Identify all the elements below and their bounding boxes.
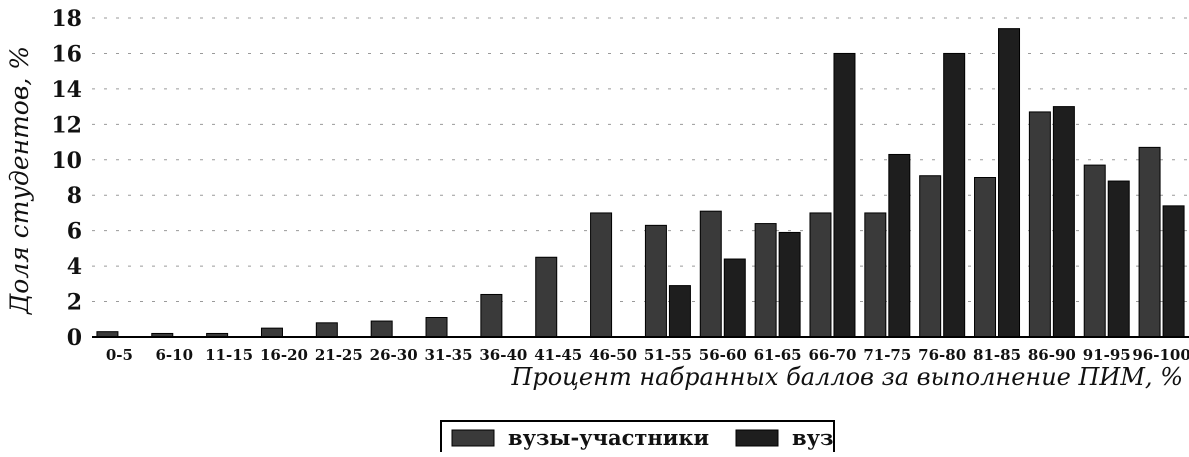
y-tick-label: 0 [67, 325, 82, 351]
x-tick-label: 6-10 [156, 346, 194, 364]
bar-participants [809, 212, 832, 338]
bar-participants [1083, 164, 1106, 338]
bar-university [888, 153, 911, 338]
bar-university [833, 52, 856, 338]
x-tick-label: 71-75 [863, 346, 911, 364]
x-tick-label: 96-100 [1132, 346, 1189, 364]
bar-participants [535, 256, 558, 338]
x-tick-label: 11-15 [205, 346, 253, 364]
bar-university [668, 285, 691, 338]
x-tick-label: 66-70 [808, 346, 856, 364]
x-tick-label: 51-55 [644, 346, 692, 364]
y-tick-label: 2 [67, 290, 82, 316]
x-tick-label: 86-90 [1028, 346, 1076, 364]
x-tick-label: 36-40 [479, 346, 527, 364]
y-axis-label: Доля студентов, % [5, 46, 34, 315]
y-tick-label: 14 [51, 77, 82, 103]
y-tick-label: 4 [67, 254, 82, 280]
bar-participants [644, 224, 667, 338]
x-tick-label: 41-45 [534, 346, 582, 364]
x-tick-label: 46-50 [589, 346, 637, 364]
legend-label-university: вуз [792, 425, 833, 450]
bar-participants [370, 320, 393, 338]
bar-university [1162, 205, 1185, 338]
x-tick-label: 91-95 [1083, 346, 1131, 364]
y-tick-labels: 0 2 4 6 8 10 12 14 16 18 [51, 6, 82, 351]
bar-university [778, 231, 801, 338]
bar-participants [480, 293, 503, 338]
bar-participants [590, 212, 613, 338]
bar-participants [699, 210, 722, 338]
y-tick-label: 12 [51, 112, 82, 138]
bars [96, 28, 1185, 338]
y-tick-label: 6 [67, 219, 82, 245]
legend-swatch-participants [451, 429, 495, 447]
bar-participants [754, 223, 777, 338]
x-tick-label: 61-65 [754, 346, 802, 364]
x-tick-label: 16-20 [260, 346, 308, 364]
x-axis-label: Процент набранных баллов за выполнение П… [510, 363, 1183, 391]
bar-participants [1138, 146, 1161, 338]
bar-participants [864, 212, 887, 338]
x-tick-labels: 0-5 6-10 11-15 16-20 21-25 26-30 31-35 36-40 41-… [106, 346, 1189, 364]
bar-university [998, 28, 1021, 338]
bar-participants [974, 177, 997, 338]
bar-participants [315, 322, 338, 338]
y-tick-label: 10 [51, 148, 82, 174]
x-tick-label: 76-80 [918, 346, 966, 364]
bar-participants [425, 317, 448, 338]
x-tick-label: 26-30 [370, 346, 418, 364]
y-tick-label: 8 [67, 183, 82, 209]
legend-swatch-university [735, 429, 779, 447]
bar-university [1052, 106, 1075, 338]
y-tick-label: 18 [51, 6, 82, 32]
grid [92, 17, 1189, 303]
bar-participants [260, 327, 283, 338]
legend: вузы-участники вуз [440, 420, 835, 457]
bar-participants [1028, 111, 1051, 338]
x-tick-label: 81-85 [973, 346, 1021, 364]
legend-label-participants: вузы-участники [508, 425, 709, 450]
x-tick-label: 31-35 [425, 346, 473, 364]
y-tick-label: 16 [51, 41, 82, 67]
x-tick-label: 0-5 [106, 346, 133, 364]
bar-university [943, 52, 966, 338]
x-tick-label: 21-25 [315, 346, 363, 364]
bar-university [723, 258, 746, 338]
x-tick-label: 56-60 [699, 346, 747, 364]
bar-university [1107, 180, 1130, 338]
bar-participants [919, 175, 942, 338]
